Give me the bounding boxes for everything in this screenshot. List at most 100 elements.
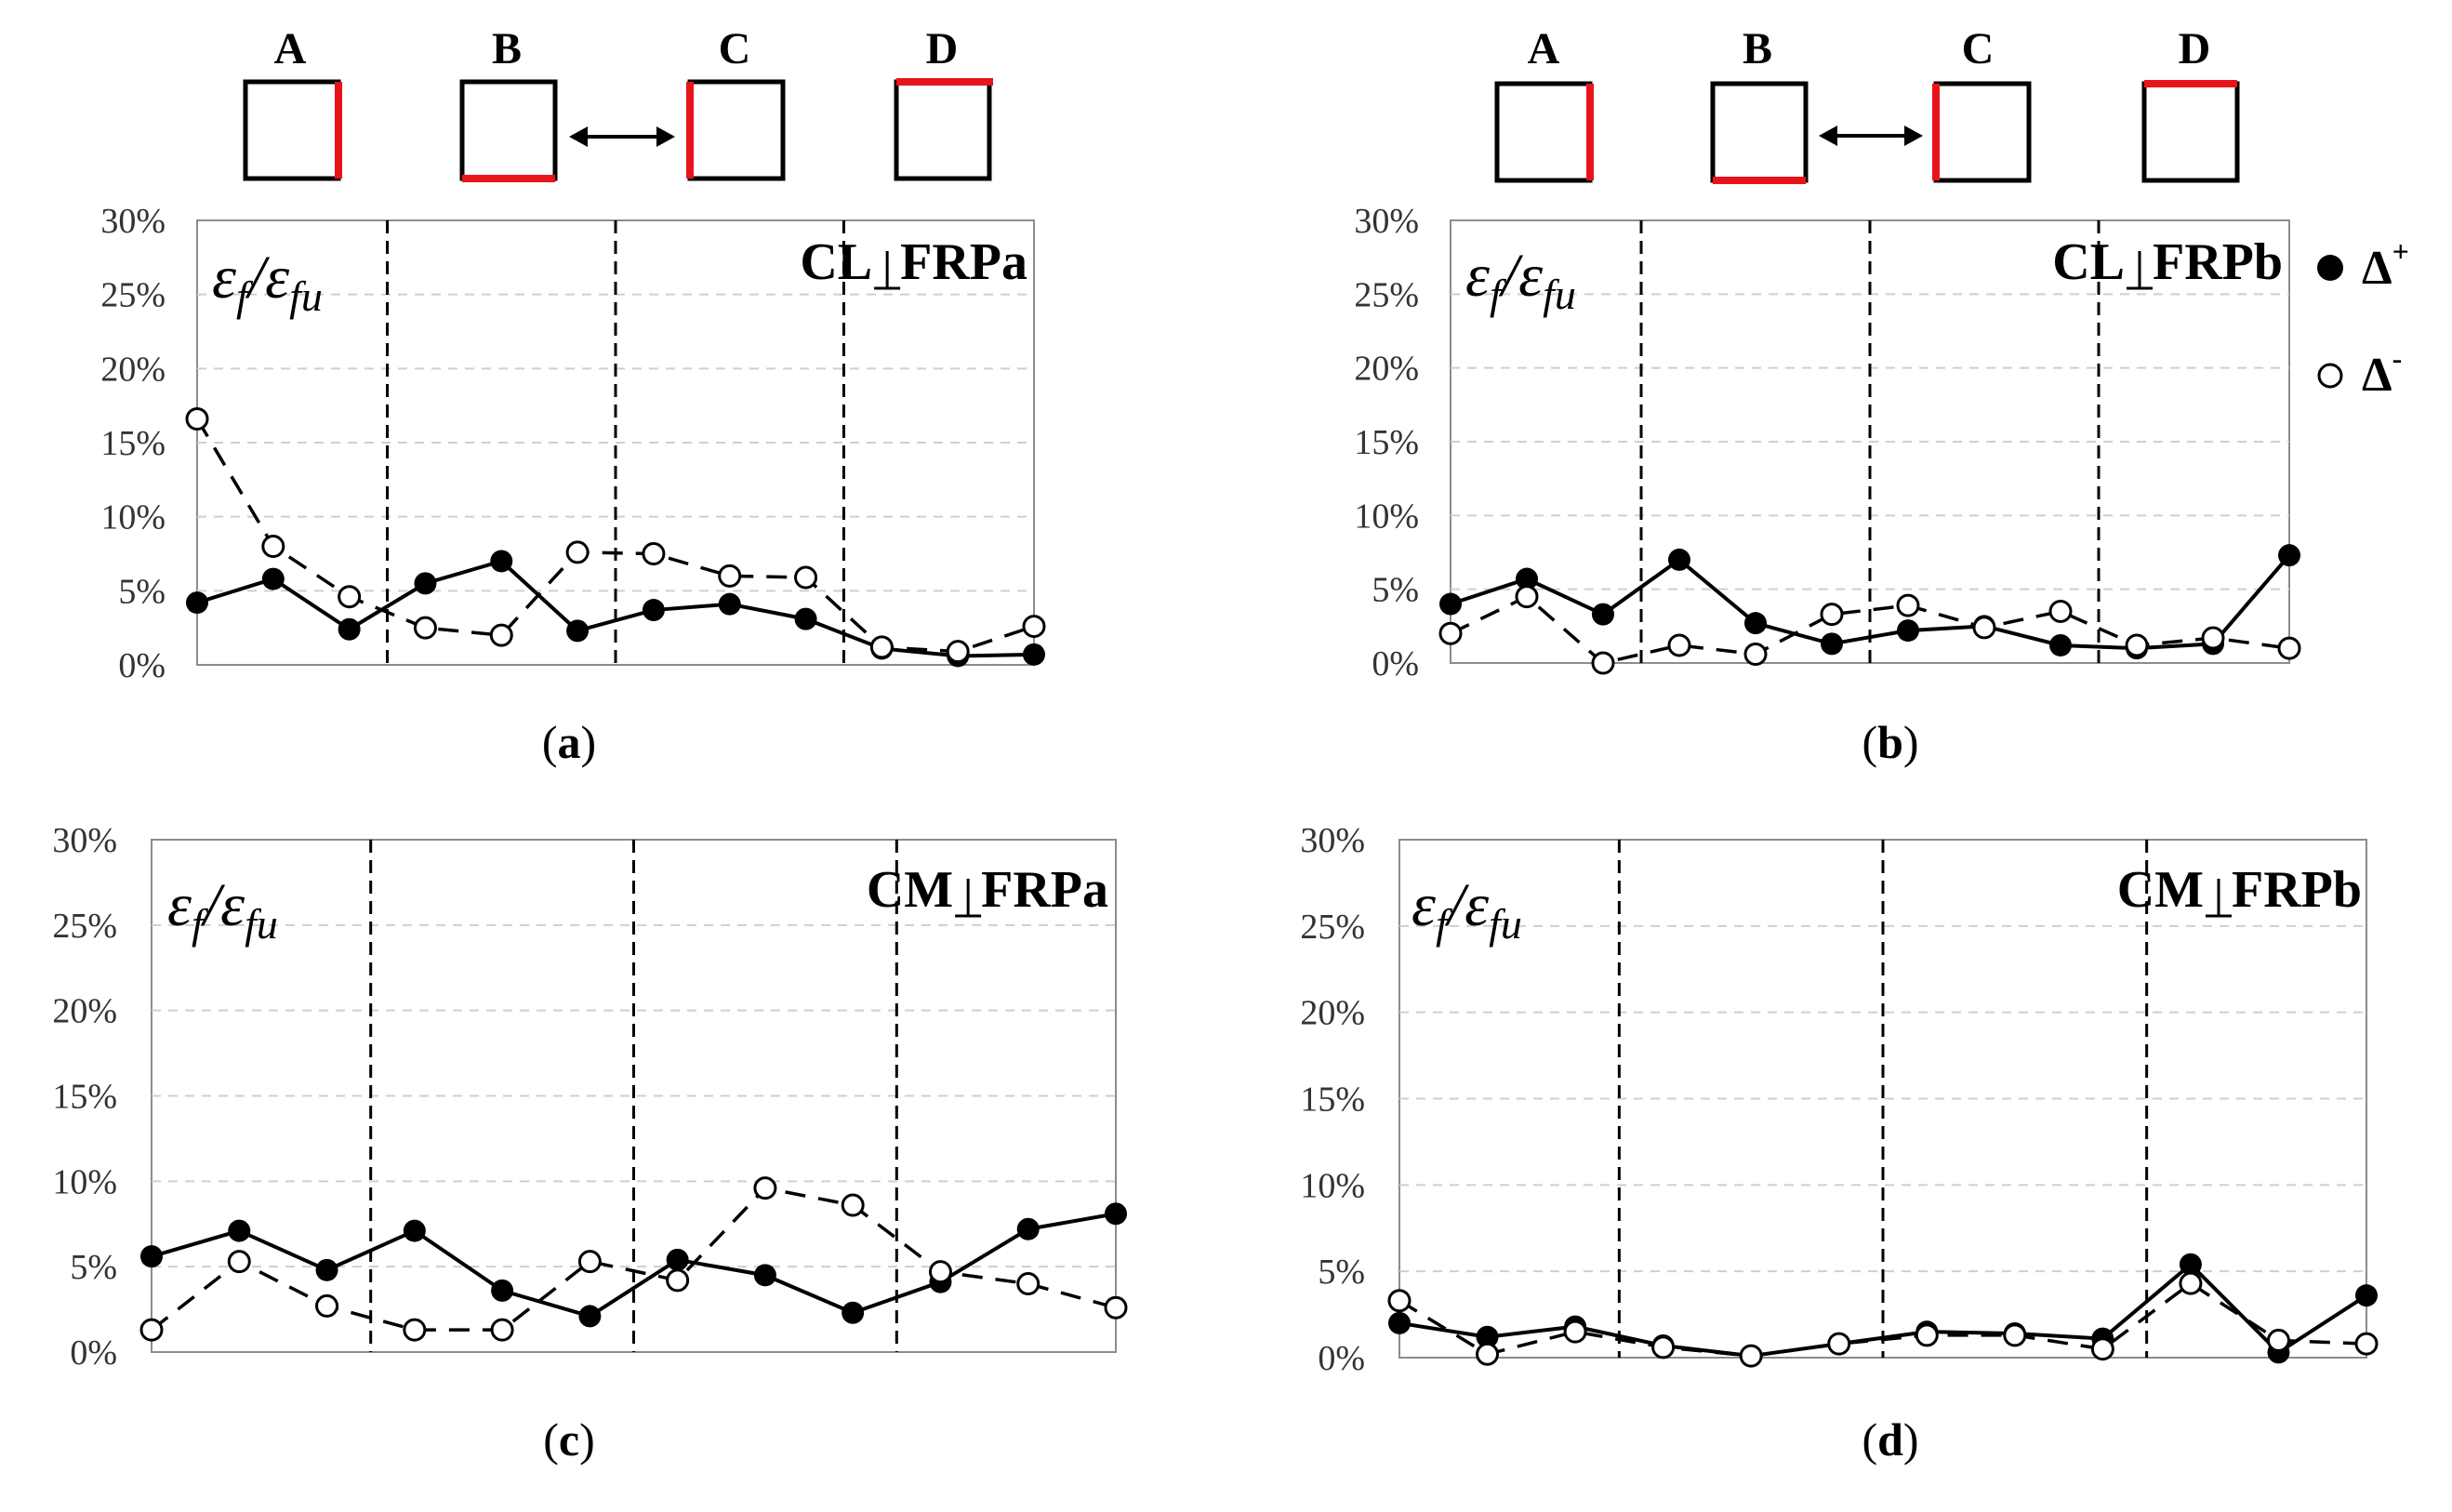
data-point-delta-minus bbox=[2125, 633, 2149, 657]
data-point-delta-plus bbox=[186, 591, 208, 615]
data-point-delta-minus bbox=[841, 1193, 865, 1217]
chart-title-left: CL bbox=[2052, 233, 2125, 291]
data-point-delta-minus bbox=[1016, 1272, 1040, 1296]
data-point-delta-minus bbox=[1438, 621, 1463, 645]
section-box-c bbox=[687, 79, 786, 181]
panel-label: (b) bbox=[1862, 716, 1918, 768]
series-line-delta-minus bbox=[1398, 1281, 2367, 1358]
data-point-delta-minus bbox=[642, 542, 666, 565]
data-point-delta-plus bbox=[642, 599, 665, 622]
data-point-delta-minus bbox=[1972, 616, 1996, 640]
data-point-delta-plus bbox=[794, 607, 817, 630]
data-point-delta-minus bbox=[1896, 593, 1920, 617]
zone-label-a: A bbox=[274, 24, 307, 73]
data-point-delta-plus bbox=[1821, 632, 1843, 656]
data-point-delta-plus bbox=[338, 617, 361, 641]
y-tick-label: 5% bbox=[118, 572, 166, 611]
data-point-delta-plus bbox=[1592, 603, 1614, 626]
data-point-delta-minus bbox=[403, 1318, 427, 1342]
y-tick-label: 20% bbox=[52, 992, 117, 1031]
chart-title-right: FRPa bbox=[900, 233, 1027, 291]
data-point-delta-plus bbox=[1105, 1202, 1127, 1226]
data-point-delta-plus bbox=[666, 1248, 689, 1271]
data-point-delta-plus bbox=[403, 1219, 426, 1242]
y-tick-label: 20% bbox=[1300, 994, 1365, 1033]
y-tick-label: 20% bbox=[1354, 350, 1419, 389]
y-tick-label: 20% bbox=[100, 350, 166, 389]
zone-label-b: B bbox=[1743, 24, 1772, 73]
data-point-delta-plus bbox=[1897, 619, 1919, 643]
data-point-delta-plus bbox=[1476, 1325, 1499, 1348]
series-line-delta-plus bbox=[1398, 1262, 2368, 1359]
data-point-delta-minus bbox=[1915, 1323, 1939, 1347]
data-point-delta-plus bbox=[1388, 1311, 1411, 1334]
data-point-delta-plus bbox=[491, 1279, 514, 1302]
series-line-delta-plus bbox=[1450, 553, 2291, 651]
data-point-delta-minus bbox=[928, 1260, 952, 1284]
section-box-d bbox=[2141, 81, 2240, 183]
y-tick-label: 0% bbox=[70, 1333, 117, 1373]
data-point-delta-plus bbox=[2179, 1253, 2202, 1276]
data-point-delta-minus bbox=[2201, 626, 2225, 650]
data-point-delta-minus bbox=[1743, 642, 1768, 666]
data-point-delta-plus bbox=[566, 619, 590, 643]
data-point-delta-minus bbox=[489, 623, 513, 647]
chart-a: 0% 5% 10% 15% 20% 25% 30% εf/εfu FRPa CL (a) bbox=[100, 202, 1046, 768]
data-point-delta-plus bbox=[1744, 612, 1767, 635]
y-tick-label: 5% bbox=[1318, 1253, 1365, 1292]
data-point-delta-minus bbox=[2003, 1323, 2027, 1347]
y-tick-label: 0% bbox=[1372, 644, 1419, 683]
series-line-delta-minus bbox=[150, 1186, 1117, 1332]
series-line-delta-plus bbox=[196, 559, 1035, 658]
data-point-delta-plus bbox=[718, 592, 741, 616]
data-point-delta-plus bbox=[578, 1305, 602, 1328]
zone-diagrams-left: A B C D bbox=[243, 24, 993, 182]
data-point-delta-plus bbox=[490, 550, 513, 573]
data-point-delta-minus bbox=[1563, 1320, 1587, 1344]
y-tick-label: 25% bbox=[52, 907, 117, 946]
panel-label: (d) bbox=[1862, 1413, 1918, 1466]
data-point-delta-plus bbox=[315, 1258, 338, 1281]
y-tick-label: 30% bbox=[100, 202, 166, 241]
data-point-delta-minus bbox=[794, 565, 818, 590]
data-point-delta-minus bbox=[1739, 1344, 1763, 1368]
data-point-delta-minus bbox=[227, 1250, 251, 1274]
zone-label-c: C bbox=[719, 24, 751, 73]
data-point-delta-minus bbox=[2266, 1328, 2290, 1352]
data-point-delta-plus bbox=[140, 1245, 163, 1268]
y-tick-label: 15% bbox=[1300, 1081, 1365, 1120]
data-point-delta-minus bbox=[2090, 1337, 2114, 1361]
section-box-b bbox=[459, 79, 558, 181]
data-point-delta-minus bbox=[869, 635, 894, 659]
data-point-delta-plus bbox=[2049, 633, 2072, 657]
section-box-b bbox=[1710, 81, 1809, 183]
y-tick-label: 5% bbox=[70, 1248, 117, 1287]
data-point-delta-minus bbox=[1667, 633, 1691, 657]
y-tick-label: 0% bbox=[1318, 1339, 1365, 1378]
data-point-delta-minus bbox=[753, 1176, 777, 1200]
y-tick-label: 30% bbox=[1300, 821, 1365, 860]
y-tick-label: 10% bbox=[52, 1162, 117, 1201]
zone-label-c: C bbox=[1962, 24, 1995, 73]
data-point-delta-minus bbox=[666, 1268, 690, 1293]
data-point-delta-minus bbox=[2179, 1271, 2203, 1295]
chart-d: 0% 5% 10% 15% 20% 25% 30% εf/εfu FRPb CM (d) bbox=[1300, 821, 2379, 1466]
data-point-delta-plus bbox=[1668, 548, 1690, 571]
data-point-delta-plus bbox=[753, 1264, 776, 1287]
chart-title-right: FRPb bbox=[2232, 861, 2362, 919]
arrow-right-head-icon bbox=[1904, 126, 1923, 146]
chart-title-left: CM bbox=[867, 861, 953, 919]
data-point-delta-minus bbox=[718, 564, 742, 588]
data-point-delta-minus bbox=[185, 407, 209, 431]
data-point-delta-minus bbox=[338, 585, 362, 609]
data-point-delta-minus bbox=[413, 616, 437, 640]
data-point-delta-minus bbox=[1387, 1289, 1412, 1313]
ratio-label: εf/εfu bbox=[167, 871, 278, 948]
chart-title-right: FRPa bbox=[981, 861, 1108, 919]
data-point-delta-minus bbox=[2277, 636, 2301, 660]
panel-label: (c) bbox=[543, 1413, 595, 1466]
chart-b: 0% 5% 10% 15% 20% 25% 30% εf/εfu FRPb CL (b) bbox=[1354, 202, 2301, 768]
legend-open-marker-icon bbox=[2317, 363, 2343, 389]
data-point-delta-minus bbox=[315, 1293, 339, 1318]
